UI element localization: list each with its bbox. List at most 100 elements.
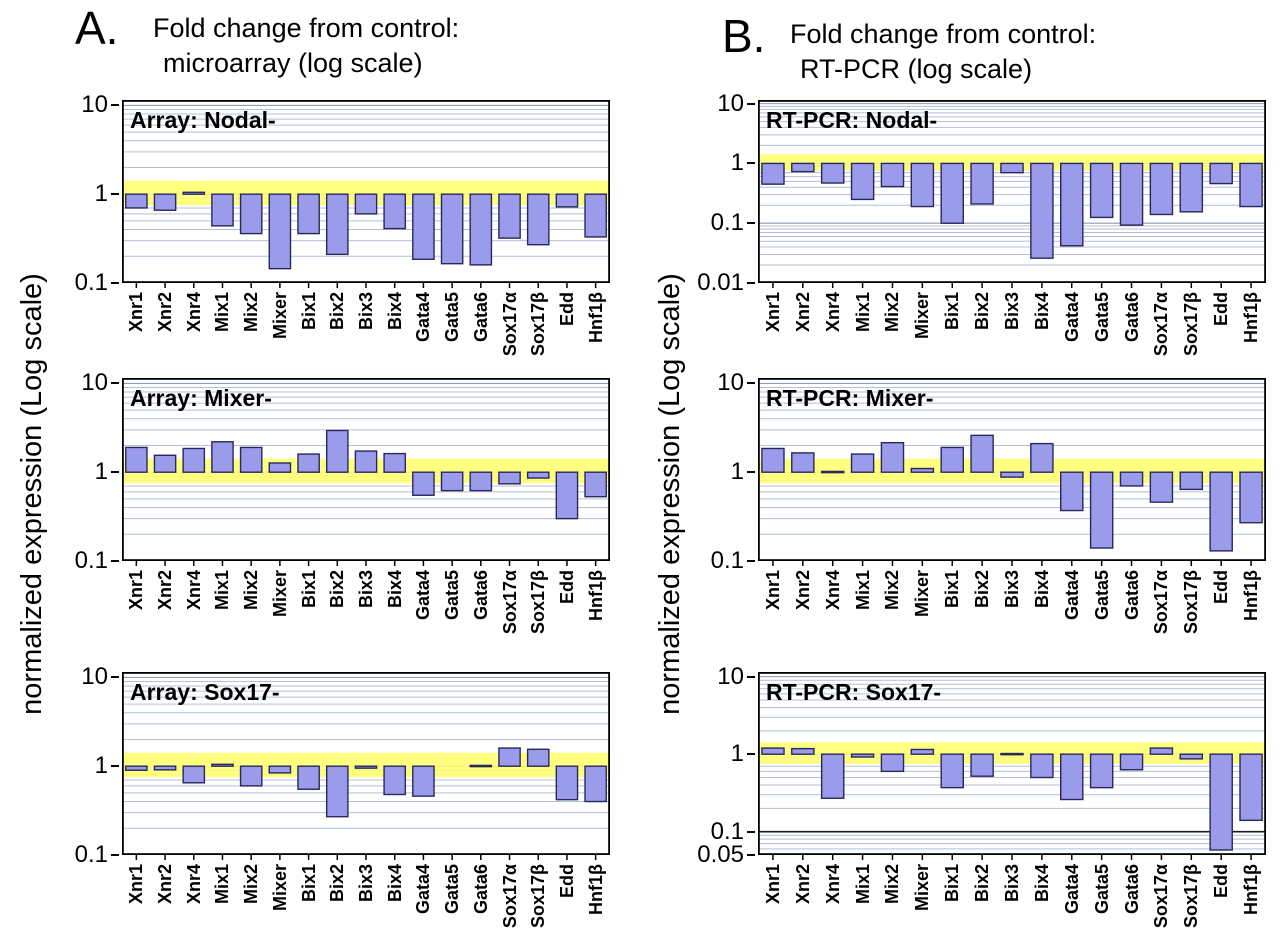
- bar-Edd: [555, 193, 579, 208]
- bar-Bix1: [297, 193, 320, 235]
- y-tick-label: 10: [81, 91, 108, 119]
- bar-Xnr2: [153, 765, 177, 771]
- bar-Xnr4: [182, 765, 206, 784]
- x-category-label-Bix1: Bix1: [298, 864, 319, 903]
- bar-Edd: [1209, 162, 1233, 185]
- y-tick-dash: [747, 471, 755, 474]
- x-category-label-Sox17α: Sox17α: [1151, 292, 1172, 357]
- bar-Gata4: [1060, 753, 1084, 801]
- bar-Xnr4: [820, 470, 845, 474]
- bar-Bix4: [1030, 442, 1054, 473]
- y-tick-label: 1: [94, 180, 108, 208]
- x-category-label-Bix4: Bix4: [384, 292, 405, 331]
- chart-title-2: Array: Sox17-: [130, 679, 280, 705]
- bar-Gata4: [412, 193, 435, 260]
- x-category-label-Gata5: Gata5: [442, 570, 463, 621]
- bar-Bix1: [940, 162, 964, 224]
- bar-Mix2: [880, 441, 905, 473]
- x-category-label-Gata6: Gata6: [470, 864, 491, 915]
- x-category-label-Bix2: Bix2: [972, 864, 993, 903]
- x-category-label-Bix4: Bix4: [1031, 292, 1052, 331]
- x-category-label-Mix1: Mix1: [212, 570, 233, 611]
- x-category-label-Mix2: Mix2: [882, 864, 903, 905]
- plot-frame: [121, 99, 611, 283]
- bar-Xnr2: [791, 747, 815, 755]
- bar-Xnr2: [791, 452, 815, 473]
- y-tick-dash: [111, 854, 119, 856]
- x-category-label-Gata5: Gata5: [1091, 292, 1112, 343]
- x-category-label-Edd: Edd: [1211, 570, 1232, 604]
- bar-Sox17β: [1179, 471, 1204, 491]
- bar-Gata4: [1060, 162, 1084, 247]
- bar-Gata6: [1119, 471, 1144, 487]
- panel-b-letter: B.: [722, 10, 766, 62]
- x-category-label-Gata4: Gata4: [413, 292, 434, 343]
- x-category-label-Sox17β: Sox17β: [1181, 570, 1202, 635]
- bar-Xnr1: [761, 747, 785, 755]
- x-category-label-Bix2: Bix2: [972, 292, 993, 331]
- bar-Bix1: [297, 453, 320, 473]
- x-category-label-Sox17α: Sox17α: [499, 292, 520, 357]
- chart-plot-4: [757, 377, 1267, 566]
- bar-Bix3: [1000, 752, 1024, 756]
- bar-Mix1: [850, 453, 875, 473]
- y-tick-label: 10: [81, 663, 108, 691]
- x-category-label-Bix4: Bix4: [384, 864, 405, 903]
- bar-Xnr1: [125, 193, 148, 209]
- x-category-label-Hnf1β: Hnf1β: [585, 864, 606, 915]
- y-tick-label: 1: [94, 458, 108, 486]
- x-category-label-Xnr2: Xnr2: [155, 864, 176, 905]
- x-category-label-Gata6: Gata6: [1121, 292, 1142, 343]
- x-category-label-Edd: Edd: [556, 292, 577, 326]
- bar-Gata5: [1089, 162, 1114, 219]
- y-tick-dash: [111, 560, 119, 562]
- x-category-label-Bix1: Bix1: [942, 864, 963, 903]
- x-category-label-Mixer: Mixer: [269, 570, 290, 618]
- bar-Bix4: [383, 193, 407, 230]
- x-category-label-Sox17α: Sox17α: [499, 864, 520, 929]
- y-tick-dash: [111, 282, 119, 284]
- x-category-label-Xnr1: Xnr1: [762, 864, 783, 905]
- x-category-label-Sox17β: Sox17β: [1181, 864, 1202, 929]
- x-category-label-Xnr1: Xnr1: [126, 570, 147, 611]
- panel-a-header-line2: microarray (log scale): [163, 48, 423, 78]
- bar-Bix3: [1000, 471, 1024, 478]
- bar-Gata6: [469, 471, 493, 492]
- x-category-label-Hnf1β: Hnf1β: [585, 570, 606, 621]
- bar-Hnf1β: [584, 471, 607, 498]
- bar-Gata5: [440, 193, 464, 265]
- bar-Sox17α: [1149, 162, 1174, 216]
- y-tick-label: 10: [717, 662, 744, 690]
- y-tick-dash: [111, 676, 119, 679]
- bar-Mix2: [239, 765, 263, 787]
- bar-Xnr4: [820, 753, 845, 799]
- x-category-label-Gata6: Gata6: [470, 292, 491, 343]
- x-category-label-Hnf1β: Hnf1β: [1241, 864, 1262, 915]
- x-category-label-Bix1: Bix1: [298, 292, 319, 331]
- x-category-label-Gata4: Gata4: [1061, 292, 1082, 343]
- bar-Gata6: [1119, 753, 1144, 771]
- x-category-label-Bix4: Bix4: [1031, 864, 1052, 903]
- x-category-label-Mix2: Mix2: [241, 292, 262, 333]
- bar-Sox17α: [498, 471, 521, 485]
- x-category-label-Xnr1: Xnr1: [126, 864, 147, 905]
- bar-Gata4: [412, 765, 435, 797]
- plot-frame: [757, 99, 1267, 283]
- bar-Edd: [1209, 753, 1233, 851]
- bar-Bix3: [1000, 162, 1024, 174]
- bar-Bix4: [383, 452, 407, 473]
- x-category-label-Bix2: Bix2: [972, 570, 993, 609]
- x-category-label-Gata6: Gata6: [1121, 864, 1142, 915]
- y-tick-label: 1: [730, 149, 744, 177]
- x-category-label-Gata4: Gata4: [413, 864, 434, 915]
- chart-title-3: RT-PCR: Nodal-: [766, 107, 938, 133]
- x-category-label-Sox17β: Sox17β: [1181, 292, 1202, 357]
- x-category-label-Xnr2: Xnr2: [792, 864, 813, 905]
- plot-frame: [757, 377, 1267, 561]
- bar-Mixer: [910, 162, 935, 208]
- x-category-label-Bix2: Bix2: [327, 864, 348, 903]
- y-tick-dash: [747, 382, 755, 385]
- bar-Gata4: [1060, 471, 1084, 512]
- chart-plot-1: [121, 377, 611, 566]
- bar-Bix4: [1030, 753, 1054, 779]
